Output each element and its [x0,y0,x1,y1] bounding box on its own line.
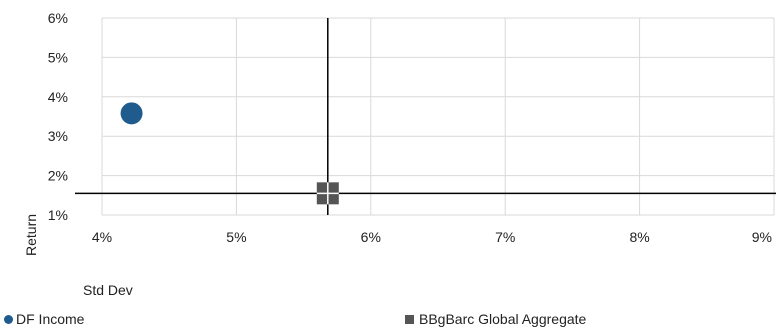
x-axis-label: Std Dev [83,282,133,298]
y-tick-label: 5% [48,49,68,65]
y-axis-label: Return [23,214,39,256]
reference-lines [75,18,776,215]
circle-marker-icon [4,314,13,324]
x-tick-label: 9% [752,229,772,245]
axes: 4% 5% 6% 7% 8% 9% 1% 2% 3% 4% 5% 6% [48,10,772,245]
square-marker-icon [405,314,414,324]
y-tick-label: 1% [48,207,68,223]
data-point-bbgbarc [316,182,339,205]
x-tick-label: 7% [495,229,515,245]
y-tick-label: 6% [48,10,68,26]
y-tick-label: 3% [48,128,68,144]
data-point-df-income [120,102,143,125]
legend-label: BBgBarc Global Aggregate [419,311,587,327]
x-tick-label: 5% [226,229,246,245]
data-points [120,102,339,205]
grid-lines [101,17,775,216]
legend-item-bbgbarc: BBgBarc Global Aggregate [405,311,586,327]
x-tick-label: 8% [629,229,649,245]
legend-label: DF Income [16,311,85,327]
x-tick-label: 4% [92,229,112,245]
legend-item-df-income: DF Income [4,311,84,327]
y-tick-label: 2% [48,168,68,184]
y-tick-label: 4% [48,89,68,105]
x-tick-label: 6% [361,229,381,245]
